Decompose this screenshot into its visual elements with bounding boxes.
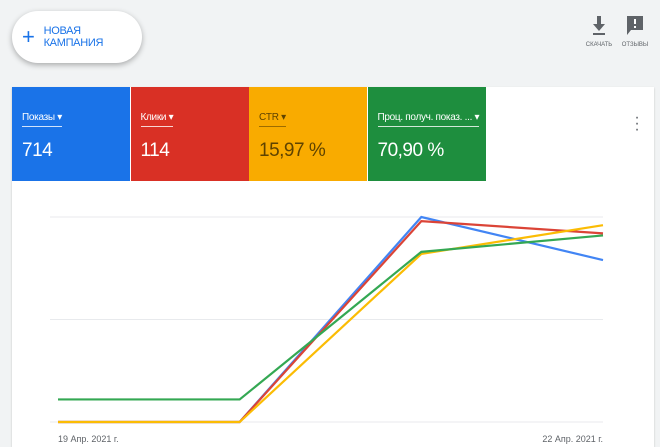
more-options-icon[interactable]: · · · [634,109,640,138]
download-label: СКАЧАТЬ [585,42,613,48]
metric-value: 714 [22,140,53,161]
metric-label[interactable]: Проц. получ. показ. ... ▾ [377,112,480,127]
x-tick-label: 19 Апр. 2021 г. [58,434,119,444]
feedback-button[interactable]: ОТЗЫВЫ [618,16,652,48]
metric-value: 15,97 % [259,140,326,161]
metric-label[interactable]: Клики ▾ [140,112,174,127]
series-line-1 [58,219,604,424]
metric-tile[interactable]: Показы ▾ 714 [12,87,130,181]
metric-value: 114 [140,140,170,161]
metric-label[interactable]: CTR ▾ [259,112,286,127]
series-line-2 [58,224,604,424]
metric-tile[interactable]: Проц. получ. показ. ... ▾ 70,90 % [367,87,486,181]
metric-label[interactable]: Показы ▾ [22,112,62,127]
x-tick-label: 22 Апр. 2021 г. [542,434,603,444]
feedback-label: ОТЗЫВЫ [621,42,649,48]
metric-tile[interactable]: Клики ▾ 114 [130,87,249,181]
series-line-3 [58,234,604,401]
new-campaign-label: НОВАЯ КАМПАНИЯ [43,25,104,49]
metric-tile[interactable]: CTR ▾ 15,97 % [249,87,367,181]
feedback-icon [627,16,643,35]
plus-icon: + [22,24,35,49]
performance-card: Показы ▾ 714 Клики ▾ 114 CTR ▾ 15,97 % Проц. п… [12,87,654,447]
new-campaign-button[interactable]: + НОВАЯ КАМПАНИЯ [12,11,142,63]
performance-chart: 19 Апр. 2021 г. 22 Апр. 2021 г. [50,215,604,444]
download-button[interactable]: СКАЧАТЬ [582,16,616,48]
metric-value: 70,90 % [377,140,445,161]
download-icon [593,16,605,35]
